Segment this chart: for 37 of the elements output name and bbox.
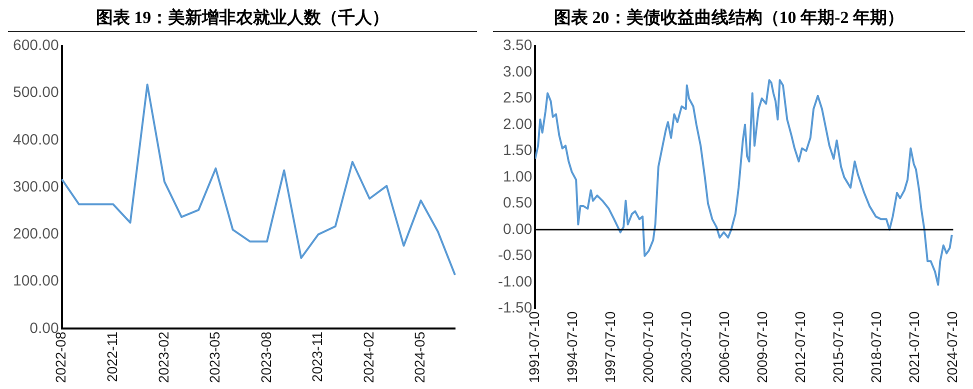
x-tick-label: 2009-07-10 [754,311,770,384]
x-tick-label: 1997-07-10 [602,311,618,384]
y-tick-label: 3.50 [502,37,532,54]
x-tick-label: 2015-07-10 [830,311,846,384]
y-tick-label: 0.50 [502,194,532,212]
x-tick-label: 2000-07-10 [640,311,656,384]
y-tick-label: 1.00 [502,168,532,186]
x-tick-label: 2023-02 [155,331,172,384]
y-tick-label: 100.00 [12,272,59,290]
x-tick-label: 2024-07-10 [944,311,960,384]
chart-title: 图表 20：美债收益曲线结构（10 年期-2 年期） [493,4,965,32]
x-tick-label: 2003-07-10 [678,311,694,384]
x-tick-label: 2023-08 [258,331,274,384]
y-tick-label: 1.50 [502,142,532,160]
x-tick-label: 2024-02 [360,331,376,384]
y-tick-label: 2.00 [502,116,532,133]
y-tick-label: 600.00 [12,37,59,54]
y-tick-label: 0.00 [502,220,532,238]
y-tick-label: -0.50 [498,247,532,264]
y-tick-label: 400.00 [12,131,59,148]
x-tick-label: 2023-11 [309,331,326,382]
x-tick-label: 2021-07-10 [906,311,922,384]
y-tick-label: 2.50 [502,90,532,107]
y-tick-label: 200.00 [12,226,59,243]
y-tick-label: -1.00 [498,273,532,290]
y-tick-label: 3.00 [502,63,532,80]
x-tick-label: 2023-05 [206,331,223,384]
x-tick-label: 2006-07-10 [716,311,732,384]
x-tick-label: 1991-07-10 [526,311,542,384]
chart-title: 图表 19：美新增非农就业人数（千人） [8,4,477,32]
x-tick-label: 2018-07-10 [868,311,884,384]
y-tick-label: 300.00 [12,178,59,196]
x-tick-label: 2024-05 [412,331,428,384]
x-tick-label: 2022-11 [104,331,120,382]
x-tick-label: 1994-07-10 [564,311,580,384]
x-tick-label: 2012-07-10 [792,311,808,384]
y-tick-label: 500.00 [12,84,59,102]
